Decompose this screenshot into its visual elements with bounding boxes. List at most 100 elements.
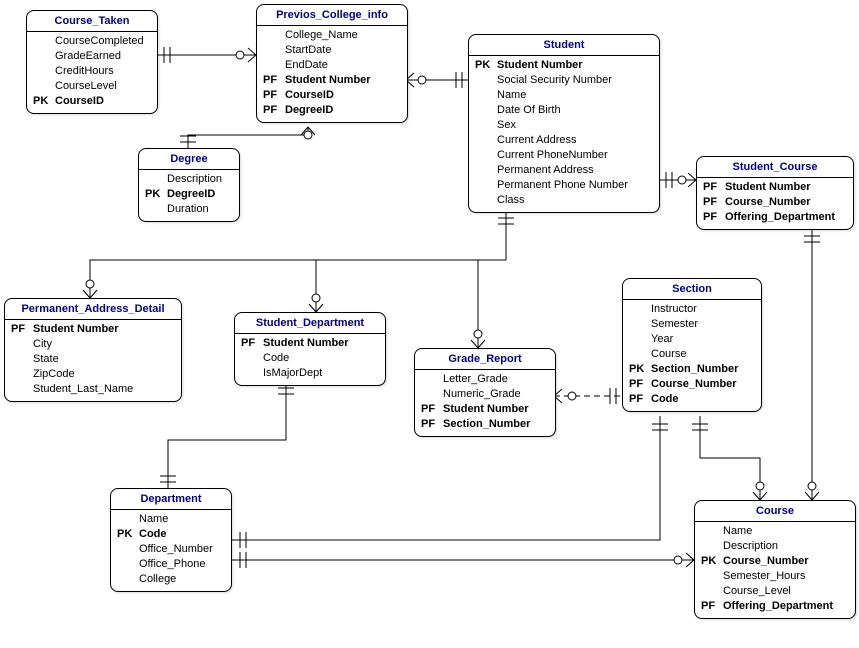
attr-row: PFCourse_Number — [623, 377, 761, 392]
attr-row: CourseLevel — [27, 79, 157, 94]
attr-name: Numeric_Grade — [443, 387, 549, 402]
attr-row: Current PhoneNumber — [469, 148, 659, 163]
attr-name: Course_Number — [651, 377, 755, 392]
attr-row: Code — [235, 351, 385, 366]
entity-title: Degree — [139, 149, 239, 170]
attr-row: State — [5, 352, 181, 367]
attr-row: Student_Last_Name — [5, 382, 181, 397]
attr-name: Code — [651, 392, 755, 407]
attr-key: PF — [263, 88, 285, 103]
entity-title: Course_Taken — [27, 11, 157, 32]
attr-name: Instructor — [651, 302, 755, 317]
attr-row: Description — [695, 539, 855, 554]
attr-name: Name — [723, 524, 849, 539]
entity-body: PFStudent NumberCityStateZipCodeStudent_… — [5, 320, 181, 401]
attr-name: Student Number — [285, 73, 401, 88]
attr-name: Offering_Department — [723, 599, 849, 614]
attr-name: Course_Number — [725, 195, 847, 210]
entity-student-department: Student_DepartmentPFStudent NumberCodeIs… — [234, 312, 386, 386]
attr-name: Sex — [497, 118, 653, 133]
attr-row: Name — [695, 524, 855, 539]
attr-name: CourseID — [55, 94, 151, 109]
attr-row: Semester_Hours — [695, 569, 855, 584]
entity-body: CourseCompletedGradeEarnedCreditHoursCou… — [27, 32, 157, 113]
entity-permanent-address-detail: Permanent_Address_DetailPFStudent Number… — [4, 298, 182, 402]
attr-row: EndDate — [257, 58, 407, 73]
attr-row: Class — [469, 193, 659, 208]
entity-title: Section — [623, 279, 761, 300]
attr-row: Social Security Number — [469, 73, 659, 88]
attr-row: CourseCompleted — [27, 34, 157, 49]
attr-name: Permanent Phone Number — [497, 178, 653, 193]
attr-name: CourseLevel — [55, 79, 151, 94]
attr-key: PF — [421, 417, 443, 432]
attr-name: Student Number — [443, 402, 549, 417]
entity-section: SectionInstructorSemesterYearCoursePKSec… — [622, 278, 762, 412]
attr-name: Student_Last_Name — [33, 382, 175, 397]
entity-body: PFStudent NumberCodeIsMajorDept — [235, 334, 385, 385]
entity-student-course: Student_CoursePFStudent NumberPFCourse_N… — [696, 156, 854, 230]
attr-key: PK — [475, 58, 497, 73]
entity-title: Previos_College_info — [257, 5, 407, 26]
entity-course: CourseNameDescriptionPKCourse_NumberSeme… — [694, 500, 856, 619]
entity-degree: DegreeDescriptionPKDegreeIDDuration — [138, 148, 240, 222]
attr-row: CreditHours — [27, 64, 157, 79]
attr-name: City — [33, 337, 175, 352]
attr-row: Office_Phone — [111, 557, 231, 572]
attr-row: Name — [469, 88, 659, 103]
attr-name: Description — [723, 539, 849, 554]
attr-row: Course — [623, 347, 761, 362]
attr-name: Course — [651, 347, 755, 362]
attr-name: College_Name — [285, 28, 401, 43]
attr-row: PFDegreeID — [257, 103, 407, 118]
entity-body: DescriptionPKDegreeIDDuration — [139, 170, 239, 221]
attr-row: PFStudent Number — [257, 73, 407, 88]
entity-title: Course — [695, 501, 855, 522]
attr-row: Letter_Grade — [415, 372, 555, 387]
attr-name: Name — [139, 512, 225, 527]
attr-name: StartDate — [285, 43, 401, 58]
entity-course-taken: Course_TakenCourseCompletedGradeEarnedCr… — [26, 10, 158, 114]
attr-name: CreditHours — [55, 64, 151, 79]
entity-title: Grade_Report — [415, 349, 555, 370]
attr-row: Duration — [139, 202, 239, 217]
attr-key: PF — [629, 392, 651, 407]
attr-name: Date Of Birth — [497, 103, 653, 118]
entity-body: InstructorSemesterYearCoursePKSection_Nu… — [623, 300, 761, 411]
entity-body: NameDescriptionPKCourse_NumberSemester_H… — [695, 522, 855, 618]
attr-key: PF — [241, 336, 263, 351]
entity-grade-report: Grade_ReportLetter_GradeNumeric_GradePFS… — [414, 348, 556, 437]
attr-name: Section_Number — [443, 417, 549, 432]
attr-row: Course_Level — [695, 584, 855, 599]
attr-name: EndDate — [285, 58, 401, 73]
entity-previos-college-info: Previos_College_infoCollege_NameStartDat… — [256, 4, 408, 123]
attr-key: PF — [703, 195, 725, 210]
attr-name: IsMajorDept — [263, 366, 379, 381]
attr-key: PF — [629, 377, 651, 392]
attr-row: PKCourse_Number — [695, 554, 855, 569]
attr-row: Permanent Address — [469, 163, 659, 178]
attr-key: PK — [33, 94, 55, 109]
attr-key: PK — [701, 554, 723, 569]
entity-body: Letter_GradeNumeric_GradePFStudent Numbe… — [415, 370, 555, 436]
attr-row: PFCourse_Number — [697, 195, 853, 210]
attr-key: PK — [629, 362, 651, 377]
attr-name: Code — [263, 351, 379, 366]
attr-name: State — [33, 352, 175, 367]
attr-row: PFOffering_Department — [697, 210, 853, 225]
attr-name: Section_Number — [651, 362, 755, 377]
attr-name: Code — [139, 527, 225, 542]
attr-row: PFStudent Number — [415, 402, 555, 417]
attr-name: CourseCompleted — [55, 34, 151, 49]
attr-name: Course_Level — [723, 584, 849, 599]
attr-name: Offering_Department — [725, 210, 847, 225]
attr-name: CourseID — [285, 88, 401, 103]
attr-row: Sex — [469, 118, 659, 133]
attr-name: Permanent Address — [497, 163, 653, 178]
attr-row: City — [5, 337, 181, 352]
entity-body: PFStudent NumberPFCourse_NumberPFOfferin… — [697, 178, 853, 229]
attr-name: DegreeID — [285, 103, 401, 118]
attr-row: PFCourseID — [257, 88, 407, 103]
attr-row: PKDegreeID — [139, 187, 239, 202]
entity-body: College_NameStartDateEndDatePFStudent Nu… — [257, 26, 407, 122]
